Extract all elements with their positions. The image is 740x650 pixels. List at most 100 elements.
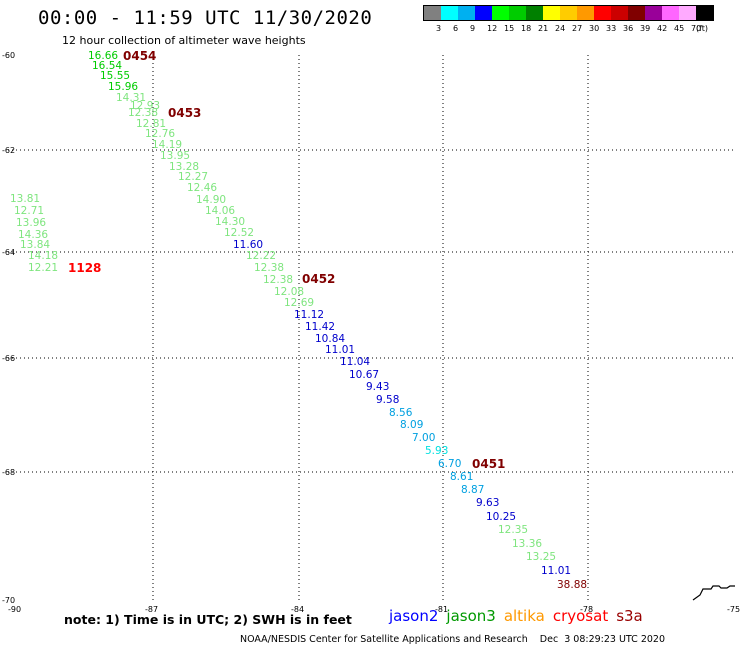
axis-tick-labels: -90 -87 -84 -81 -78 -75 -60 -62 -64 -66 -68 -70 [2,51,740,614]
wave-height-label: 12.46 [187,182,217,194]
legend-swatch [543,6,560,20]
chart-title: 00:00 - 11:59 UTC 11/30/2020 [38,7,373,29]
legend-label: 42 [657,24,668,33]
wave-height-label: 14.90 [196,194,226,206]
lon-tick-label: -90 [8,605,21,614]
wave-height-label: 13.84 [20,239,50,251]
wave-height-label: 9.43 [366,381,389,393]
wave-height-label: 12.76 [145,128,175,140]
legend-label: 15 [504,24,515,33]
wave-height-label: 14.18 [28,250,58,262]
legend-swatch [645,6,662,20]
lon-tick-label: -87 [145,605,158,614]
wave-height-label: 9.63 [476,497,499,509]
legend-label: 33 [606,24,617,33]
wave-height-label: 9.58 [376,394,399,406]
legend-labels: 3 6 9 12 15 18 21 24 27 30 33 36 39 42 45 70 (ft) [423,21,714,35]
legend-swatch [577,6,594,20]
wave-height-label: 6.70 [438,458,461,470]
wave-height-label: 16.66 [88,50,118,62]
wave-height-label: 11.01 [325,344,355,356]
wave-height-label: 8.87 [461,484,484,496]
wave-height-label: 5.93 [425,445,448,457]
legend-label: 70 [691,24,702,33]
legend-label: 3 [436,24,442,33]
lat-tick-label: -64 [2,248,15,257]
wave-height-label: 14.19 [152,139,182,151]
wave-height-label: 15.55 [100,70,130,82]
legend-swatch [526,6,543,20]
wave-height-label: 12.81 [136,118,166,130]
wave-height-label: 8.56 [389,407,413,419]
wave-height-label: 7.00 [412,432,435,444]
wave-height-label: 12.08 [274,286,304,298]
lon-tick-label: -84 [291,605,304,614]
legend-label: 21 [538,24,549,33]
wave-height-label: 8.61 [450,471,473,483]
wave-height-label: 38.88 [557,579,587,591]
wave-height-label: 12.93 [130,100,160,112]
legend-swatch [441,6,458,20]
legend-swatch [509,6,526,20]
pass-time-label: 0453 [168,106,201,120]
wave-height-label: 12.22 [246,250,276,262]
legend-label: 36 [623,24,634,33]
wave-height-label: 14.31 [116,92,146,104]
wave-height-label: 11.04 [340,356,370,368]
wave-height-label: 12.52 [224,227,254,239]
satellite-legend-item: s3a [616,607,643,625]
lon-tick-label: -81 [435,605,448,614]
legend-label: 27 [572,24,583,33]
legend-swatch [424,6,441,20]
legend-swatch [628,6,645,20]
legend-label: 39 [640,24,651,33]
wave-height-label: 13.95 [160,150,190,162]
wave-height-label: 12.21 [28,262,58,274]
wave-height-label: 11.12 [294,309,324,321]
legend-label: 6 [453,24,459,33]
pass-time-label: 0454 [123,49,156,63]
wave-height-label: 13.81 [10,193,40,205]
wave-height-label: 12.71 [14,205,44,217]
wave-height-labels: 16.6616.5415.5515.9614.3112.9312.3812.81… [10,50,587,591]
note-text: note: 1) Time is in UTC; 2) SWH is in fe… [64,612,352,627]
wave-height-label: 14.06 [205,205,235,217]
lat-tick-label: -70 [2,596,15,605]
satellite-legend: jason2 jason3 altika cryosat s3a [389,607,651,625]
lat-tick-label: -66 [2,354,15,363]
lat-tick-label: -62 [2,146,15,155]
legend-swatch [475,6,492,20]
legend-swatch [679,6,696,20]
wave-height-label: 12.38 [263,274,293,286]
legend-label: 24 [555,24,566,33]
legend-swatch [611,6,628,20]
legend-swatch [458,6,475,20]
legend-color-bar [423,5,714,21]
satellite-legend-item: jason2 [389,607,439,625]
legend-swatch [492,6,509,20]
satellite-legend-item: jason3 [446,607,496,625]
legend-label: 12 [487,24,498,33]
legend-swatch [662,6,679,20]
wave-height-label: 16.54 [92,60,122,72]
lat-tick-label: -60 [2,51,15,60]
wave-height-label: 11.01 [541,565,571,577]
satellite-legend-item: cryosat [552,607,609,625]
pass-time-label: 0451 [472,457,505,471]
wave-height-label: 12.38 [128,107,158,119]
legend-label: 30 [589,24,600,33]
wave-height-label: 11.42 [305,321,335,333]
wave-height-label: 13.36 [512,538,542,550]
wave-height-label: 12.69 [284,297,314,309]
wave-height-label: 10.84 [315,333,345,345]
pass-time-label: 1128 [68,261,101,275]
wave-height-label: 10.67 [349,369,379,381]
pass-time-label: 0452 [302,272,335,286]
footer-credit: NOAA/NESDIS Center for Satellite Applica… [240,634,665,645]
coastline [692,585,735,601]
legend-label: 9 [470,24,476,33]
wave-height-label: 8.09 [400,419,423,431]
lon-tick-label: -75 [727,605,740,614]
wave-height-label: 14.30 [215,216,245,228]
